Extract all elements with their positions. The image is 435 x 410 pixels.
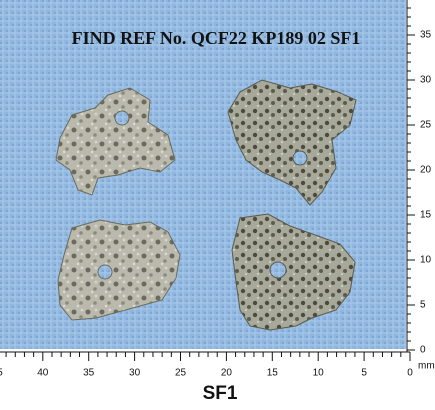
ruler-label: 15 — [267, 368, 279, 379]
ruler-label: 10 — [420, 255, 432, 266]
ruler-label: 5 — [0, 368, 3, 379]
ruler-label: 5 — [361, 368, 367, 379]
ruler-label: 30 — [129, 368, 141, 379]
ruler-unit: mm — [418, 361, 435, 372]
ruler-label: 20 — [221, 368, 233, 379]
ruler-label: 0 — [407, 368, 413, 379]
ruler-label: 35 — [83, 368, 95, 379]
caption: SF1 — [203, 383, 238, 404]
ruler-label: 30 — [420, 75, 432, 86]
ruler-label: 15 — [420, 210, 432, 221]
ruler-label: 0 — [420, 345, 426, 356]
ruler-label: 40 — [37, 368, 49, 379]
find-title: FIND REF No. QCF22 KP189 02 SF1 — [72, 28, 361, 48]
ruler-label: 10 — [313, 368, 325, 379]
ruler-label: 25 — [420, 120, 432, 131]
ruler-label: 25 — [175, 368, 187, 379]
photo: FIND REF No. QCF22 KP189 02 SF1 SF1 0 5 10… — [0, 0, 435, 410]
ruler-label: 20 — [420, 165, 432, 176]
ruler-label: 35 — [420, 30, 432, 41]
ruler-label: 5 — [420, 300, 426, 311]
